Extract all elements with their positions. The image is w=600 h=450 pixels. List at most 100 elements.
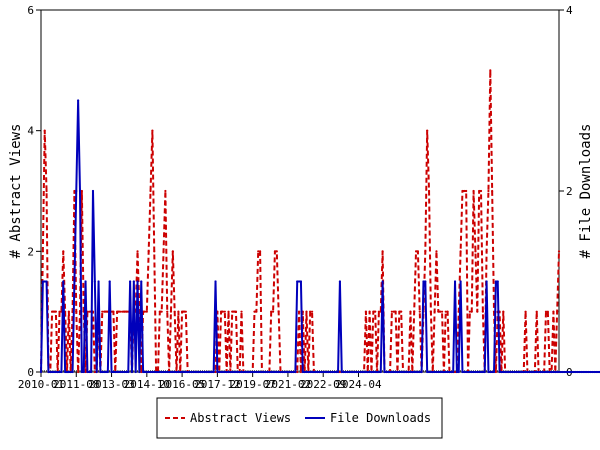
data-point-file-downloads bbox=[54, 370, 57, 374]
data-point-file-downloads bbox=[448, 370, 451, 374]
data-point-abstract-views bbox=[398, 310, 401, 313]
data-point-abstract-views bbox=[439, 310, 442, 313]
data-point-file-downloads bbox=[398, 370, 401, 374]
data-point-file-downloads bbox=[361, 370, 364, 374]
data-point-file-downloads bbox=[348, 370, 351, 374]
right-tick-label: 2 bbox=[566, 185, 573, 198]
data-point-file-downloads bbox=[416, 370, 419, 374]
data-point-file-downloads bbox=[158, 370, 161, 374]
data-point-file-downloads bbox=[500, 370, 503, 374]
data-point-abstract-views bbox=[80, 189, 83, 193]
data-point-file-downloads bbox=[292, 370, 295, 374]
data-point-file-downloads bbox=[483, 370, 486, 374]
data-point-file-downloads bbox=[414, 370, 418, 374]
data-point-abstract-views bbox=[413, 310, 416, 313]
data-point-abstract-views bbox=[433, 310, 436, 313]
data-point-abstract-views bbox=[544, 310, 548, 313]
data-point-abstract-views bbox=[255, 310, 258, 313]
data-point-abstract-views bbox=[556, 310, 559, 313]
data-point-file-downloads bbox=[255, 370, 258, 374]
data-point-abstract-views bbox=[173, 310, 176, 313]
data-point-file-downloads bbox=[88, 370, 91, 374]
data-point-file-downloads bbox=[140, 280, 143, 283]
data-point-file-downloads bbox=[596, 370, 600, 374]
data-point-file-downloads bbox=[129, 280, 132, 283]
data-point-file-downloads bbox=[587, 370, 590, 374]
data-point-file-downloads bbox=[266, 370, 269, 374]
data-point-abstract-views bbox=[485, 250, 488, 253]
data-point-file-downloads bbox=[51, 370, 54, 374]
data-point-file-downloads bbox=[570, 370, 574, 374]
data-point-abstract-views bbox=[52, 310, 56, 313]
data-point-file-downloads bbox=[175, 370, 178, 374]
legend-box bbox=[156, 397, 443, 439]
data-point-abstract-views bbox=[296, 370, 299, 374]
data-point-abstract-views bbox=[426, 129, 429, 132]
data-point-abstract-views bbox=[75, 310, 78, 313]
data-point-file-downloads bbox=[134, 370, 137, 374]
data-point-file-downloads bbox=[435, 370, 438, 374]
data-point-file-downloads bbox=[509, 370, 512, 374]
data-point-file-downloads bbox=[216, 370, 219, 374]
data-point-abstract-views bbox=[45, 189, 48, 193]
data-point-file-downloads bbox=[595, 370, 598, 374]
data-point-file-downloads bbox=[210, 370, 213, 374]
data-point-file-downloads bbox=[379, 370, 382, 374]
data-point-file-downloads bbox=[388, 370, 392, 374]
data-point-abstract-views bbox=[468, 310, 471, 313]
data-point-file-downloads bbox=[273, 370, 277, 374]
data-point-abstract-views bbox=[93, 370, 96, 374]
data-point-file-downloads bbox=[184, 370, 187, 374]
data-point-file-downloads bbox=[218, 370, 221, 374]
data-point-file-downloads bbox=[110, 370, 113, 374]
data-point-abstract-views bbox=[160, 310, 163, 313]
data-point-abstract-views bbox=[377, 310, 381, 313]
data-point-file-downloads bbox=[43, 280, 46, 283]
data-point-file-downloads bbox=[171, 370, 174, 374]
data-point-abstract-views bbox=[557, 250, 561, 253]
data-point-file-downloads bbox=[420, 370, 423, 374]
data-point-file-downloads bbox=[143, 370, 147, 374]
data-point-abstract-views bbox=[67, 310, 70, 313]
data-point-file-downloads bbox=[56, 370, 59, 374]
data-point-file-downloads bbox=[67, 370, 70, 374]
data-point-file-downloads bbox=[450, 370, 453, 374]
data-point-file-downloads bbox=[279, 370, 282, 374]
data-point-file-downloads bbox=[468, 370, 471, 374]
data-point-file-downloads bbox=[349, 370, 353, 374]
data-point-abstract-views bbox=[444, 310, 447, 313]
data-point-file-downloads bbox=[413, 370, 416, 374]
data-point-file-downloads bbox=[381, 280, 384, 283]
x-tick-label: 2013-03 bbox=[88, 378, 134, 391]
left-axis-ticks: 0 2 4 6 bbox=[27, 4, 41, 379]
data-point-abstract-views bbox=[166, 310, 169, 313]
data-point-file-downloads bbox=[582, 370, 585, 374]
data-point-file-downloads bbox=[325, 370, 329, 374]
data-point-abstract-views bbox=[43, 129, 46, 132]
data-point-file-downloads bbox=[340, 370, 343, 374]
data-point-file-downloads bbox=[578, 370, 581, 374]
data-point-file-downloads bbox=[543, 370, 546, 374]
data-point-abstract-views bbox=[149, 189, 152, 193]
data-point-file-downloads bbox=[214, 280, 217, 283]
data-point-file-downloads bbox=[401, 370, 405, 374]
data-point-file-downloads bbox=[576, 370, 579, 374]
data-point-file-downloads bbox=[288, 370, 291, 374]
data-point-file-downloads bbox=[387, 370, 390, 374]
data-point-file-downloads bbox=[147, 370, 150, 374]
data-point-file-downloads bbox=[268, 370, 271, 374]
data-point-file-downloads bbox=[359, 370, 362, 374]
data-point-abstract-views bbox=[309, 310, 312, 313]
data-point-file-downloads bbox=[281, 370, 284, 374]
data-point-file-downloads bbox=[357, 370, 360, 374]
data-point-file-downloads bbox=[179, 370, 182, 374]
data-point-file-downloads bbox=[99, 370, 102, 374]
data-point-abstract-views bbox=[171, 250, 174, 253]
data-point-file-downloads bbox=[173, 370, 176, 374]
data-point-file-downloads bbox=[234, 370, 238, 374]
data-point-file-downloads bbox=[91, 189, 95, 193]
x-tick-label: 2024-04 bbox=[335, 378, 382, 391]
data-point-file-downloads bbox=[498, 370, 501, 374]
data-point-file-downloads bbox=[219, 370, 223, 374]
data-point-file-downloads bbox=[123, 370, 126, 374]
